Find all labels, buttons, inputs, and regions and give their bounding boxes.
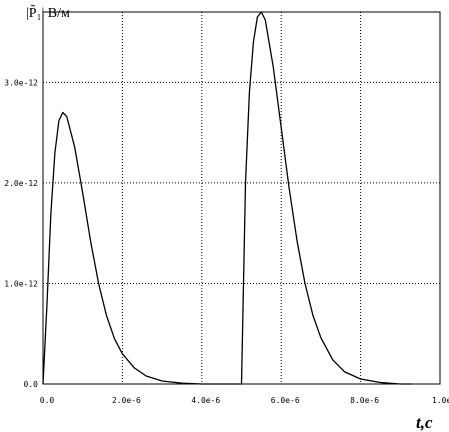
x-tick-label: 8.0e-6 (350, 396, 379, 405)
x-axis: 0.0 2.0e-6 4.0e-6 6.0e-6 8.0e-6 1.0e- (40, 396, 449, 405)
x-axis-label: t,c (416, 413, 433, 432)
x-tick-label: 4.0e-6 (191, 396, 220, 405)
x-tick-label: 1.0e- (432, 396, 449, 405)
x-tick-label: 2.0e-6 (112, 396, 141, 405)
series-line (42, 11, 413, 385)
y-tick-label: 2.0e-12 (4, 179, 38, 188)
plot-frame (42, 11, 441, 385)
y-axis: 0.0 1.0e-12 2.0e-12 3.0e-12 (4, 78, 38, 389)
series-group (42, 11, 413, 385)
x-tick-label: 6.0e-6 (271, 396, 300, 405)
grid (43, 12, 440, 384)
x-tick-label: 0.0 (40, 396, 55, 405)
y-tick-label: 3.0e-12 (4, 78, 38, 87)
y-tick-label: 0.0 (24, 380, 39, 389)
y-axis-label: |P̃₁| В/м (26, 4, 70, 21)
y-tick-label: 1.0e-12 (4, 279, 38, 288)
